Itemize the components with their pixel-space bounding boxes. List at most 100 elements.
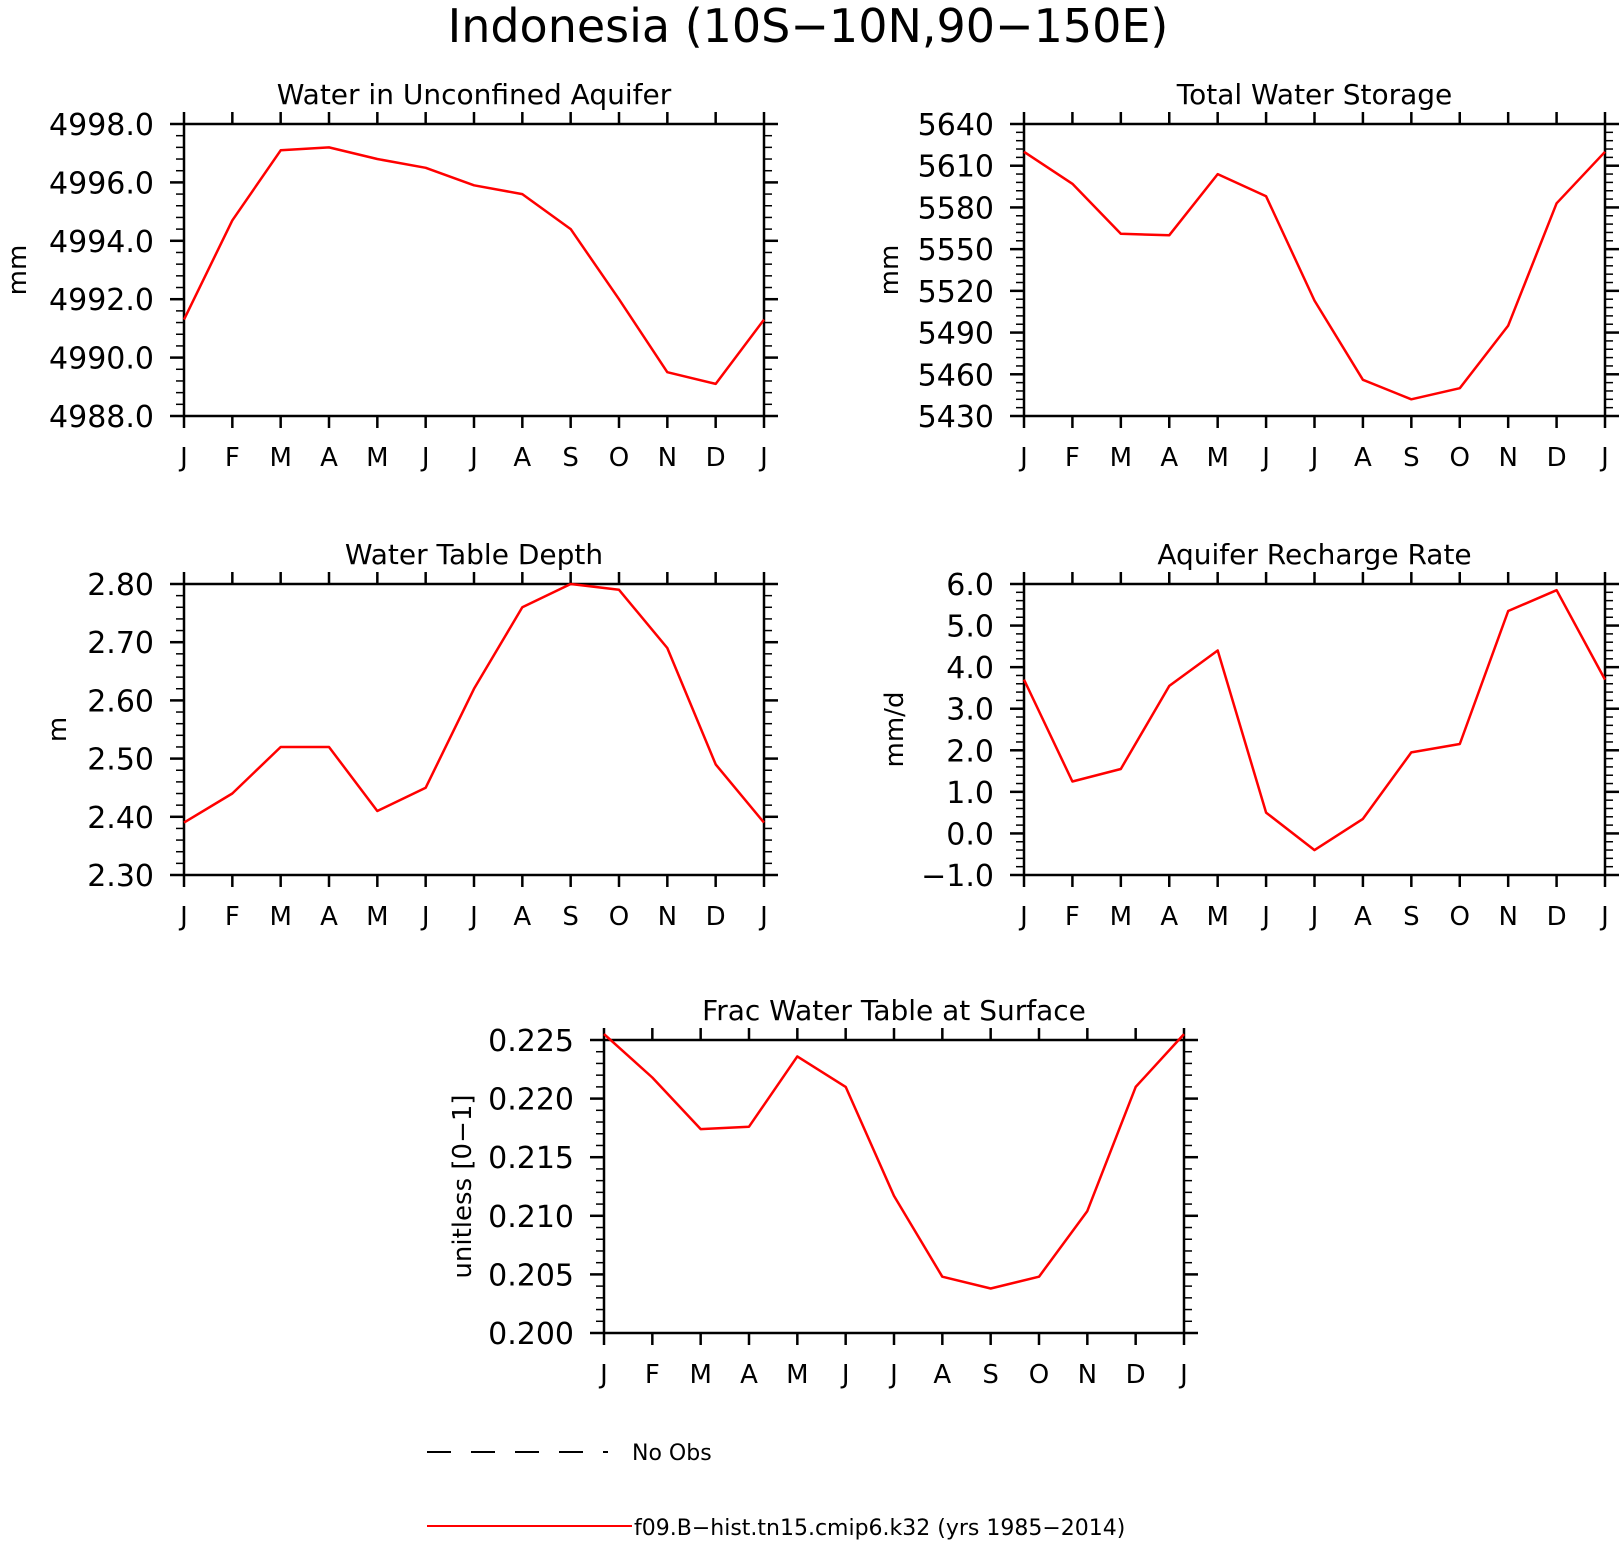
y-tick-label: 5490: [918, 317, 994, 352]
legend-label-model-run: f09.B−hist.tn15.cmip6.k32 (yrs 1985−2014…: [634, 1516, 1125, 1541]
y-axis-label: mm: [3, 245, 33, 296]
plot-frame: [1022, 122, 1607, 418]
x-tick-label: J: [1260, 902, 1270, 932]
x-tick-label: A: [933, 1360, 951, 1390]
x-tick-label: D: [1126, 1360, 1146, 1390]
x-tick-label: J: [1018, 902, 1028, 932]
x-tick-label: O: [1029, 1360, 1049, 1390]
y-tick-label: 0.210: [488, 1200, 574, 1235]
series-line: [603, 1033, 1185, 1290]
x-tick-label: O: [1450, 443, 1470, 473]
x-tick-label: S: [982, 1360, 999, 1390]
x-tick-label: N: [1498, 902, 1517, 932]
x-tick-label: N: [658, 443, 677, 473]
y-tick-label: 5580: [918, 191, 994, 226]
panel-title: Frac Water Table at Surface: [702, 994, 1086, 1027]
y-tick-label: 0.200: [488, 1317, 574, 1352]
x-tick-label: J: [840, 1360, 850, 1390]
x-tick-label: J: [758, 443, 768, 473]
x-tick-label: M: [269, 443, 291, 473]
y-axis-label: unitless [0−1]: [448, 1094, 478, 1278]
x-tick-label: A: [320, 902, 338, 932]
x-tick-label: M: [1110, 443, 1132, 473]
x-tick-label: M: [366, 902, 388, 932]
x-tick-label: A: [1354, 443, 1372, 473]
y-tick-label: 4996.0: [49, 166, 154, 201]
x-tick-label: A: [513, 443, 531, 473]
x-tick-label: A: [740, 1360, 758, 1390]
y-tick-label: 2.50: [87, 743, 154, 778]
series-line: [1023, 150, 1606, 401]
x-tick-label: J: [468, 443, 478, 473]
y-tick-label: 2.80: [87, 568, 154, 603]
panel-title: Water Table Depth: [345, 538, 603, 571]
legend: No Obs f09.B−hist.tn15.cmip6.k32 (yrs 19…: [427, 1441, 1125, 1541]
x-tick-label: M: [1110, 902, 1132, 932]
y-tick-label: 2.40: [87, 801, 154, 836]
plot-frame: [182, 582, 766, 877]
x-tick-label: A: [513, 902, 531, 932]
y-tick-label: 0.205: [488, 1258, 574, 1293]
x-tick-label: J: [1018, 443, 1028, 473]
y-tick-label: 4998.0: [49, 108, 154, 143]
y-tick-label: 2.30: [87, 859, 154, 894]
y-tick-label: 5610: [918, 150, 994, 185]
x-tick-label: J: [1178, 1360, 1188, 1390]
y-tick-label: 2.0: [946, 734, 994, 769]
plot-frame: [1022, 582, 1607, 877]
y-tick-label: 4988.0: [49, 400, 154, 435]
panel-title: Total Water Storage: [1176, 78, 1453, 111]
y-tick-label: 2.70: [87, 626, 154, 661]
y-axis-label: m: [43, 717, 73, 742]
x-tick-label: J: [468, 902, 478, 932]
x-tick-label: S: [1403, 443, 1420, 473]
x-tick-label: J: [1599, 443, 1609, 473]
x-tick-label: J: [1260, 443, 1270, 473]
x-tick-label: J: [598, 1360, 608, 1390]
y-tick-label: 5520: [918, 275, 994, 310]
x-tick-label: D: [706, 902, 726, 932]
y-tick-label: 5.0: [946, 610, 994, 645]
x-tick-label: A: [1160, 902, 1178, 932]
x-tick-label: F: [225, 902, 240, 932]
series-line: [183, 582, 765, 824]
figure-title: Indonesia (10S−10N,90−150E): [448, 0, 1169, 53]
x-tick-label: J: [1309, 902, 1319, 932]
x-tick-label: D: [706, 443, 726, 473]
x-tick-label: J: [888, 1360, 898, 1390]
y-tick-label: 1.0: [946, 776, 994, 811]
x-tick-label: N: [1498, 443, 1517, 473]
x-tick-label: N: [1078, 1360, 1097, 1390]
panel-frac-water-table: Frac Water Table at Surface unitless [0−1…: [448, 994, 1198, 1390]
x-tick-label: J: [178, 902, 188, 932]
x-tick-label: F: [225, 443, 240, 473]
y-tick-label: 4990.0: [49, 342, 154, 377]
x-tick-label: S: [1403, 902, 1420, 932]
y-tick-label: 0.220: [488, 1083, 574, 1118]
y-tick-label: 6.0: [946, 568, 994, 603]
x-tick-label: O: [609, 902, 629, 932]
panel-title: Aquifer Recharge Rate: [1157, 538, 1471, 571]
x-tick-label: M: [786, 1360, 808, 1390]
x-tick-label: J: [178, 443, 188, 473]
x-tick-label: A: [320, 443, 338, 473]
x-tick-label: J: [1599, 902, 1609, 932]
series-line: [1022, 588, 1607, 852]
y-tick-label: 4992.0: [49, 283, 154, 318]
x-tick-label: M: [689, 1360, 711, 1390]
y-tick-label: 0.215: [488, 1141, 574, 1176]
y-tick-label: 3.0: [946, 693, 994, 728]
series-line: [182, 146, 765, 386]
y-tick-label: 4.0: [946, 651, 994, 686]
y-tick-label: 5460: [918, 358, 994, 393]
y-tick-label: 0.225: [488, 1024, 574, 1059]
panel-title: Water in Unconfined Aquifer: [277, 78, 672, 111]
x-tick-label: O: [1450, 902, 1470, 932]
legend-label-no-obs: No Obs: [632, 1441, 712, 1466]
y-axis-label: mm/d: [880, 692, 910, 768]
y-tick-label: 2.60: [87, 684, 154, 719]
